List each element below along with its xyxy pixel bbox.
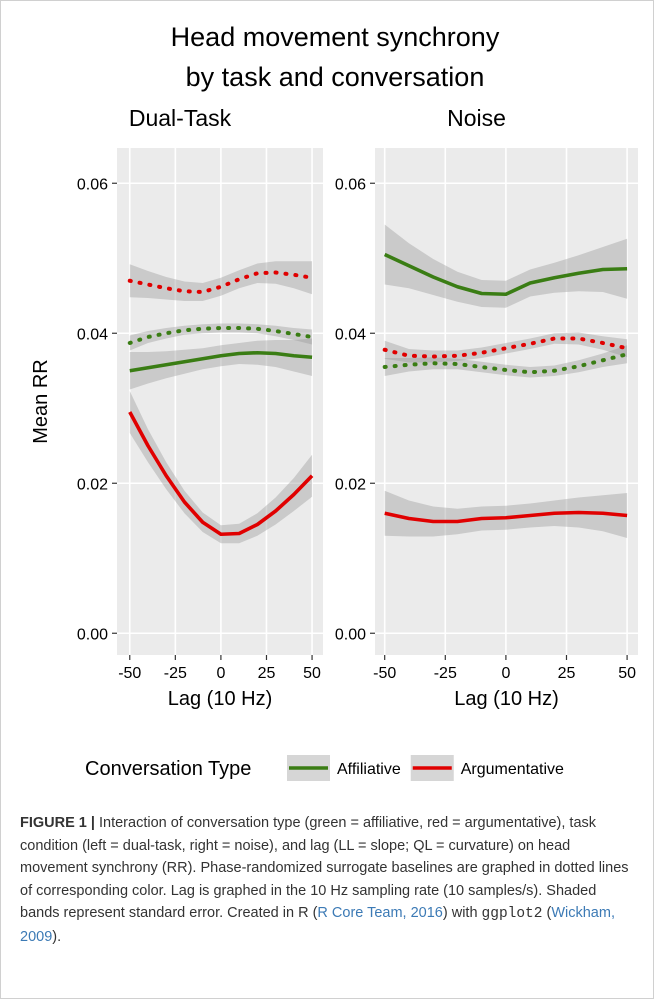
legend-label: Affiliative: [337, 761, 401, 778]
line-series: [384, 510, 628, 524]
line-series: [129, 350, 313, 373]
x-tick-label: 50: [618, 665, 636, 682]
error-band: [129, 338, 313, 390]
line-series: [382, 336, 630, 359]
line-series: [382, 352, 630, 375]
x-tick-label: -50: [373, 665, 396, 682]
y-tick-label: 0.00: [77, 626, 108, 643]
line-series: [383, 252, 628, 297]
error-band: [384, 224, 628, 308]
y-tick-label: 0.06: [335, 176, 366, 193]
x-tick-label: -50: [118, 665, 141, 682]
x-tick-label: -25: [434, 665, 457, 682]
facet-title: Dual-Task: [129, 105, 232, 131]
x-tick-label: 0: [501, 665, 510, 682]
x-axis-label: Lag (10 Hz): [454, 688, 559, 710]
line-series: [128, 411, 314, 537]
y-tick-label: 0.02: [335, 476, 366, 493]
caption-plain: ) with: [442, 905, 482, 921]
caption-link[interactable]: R Core Team, 2016: [317, 905, 443, 921]
caption-plain: Interaction of conversation type (green …: [20, 815, 629, 921]
legend-label: Argumentative: [461, 761, 564, 778]
y-tick-label: 0.04: [77, 326, 108, 343]
line-series: [127, 270, 315, 294]
x-tick-label: 50: [303, 665, 321, 682]
panel-background: [117, 148, 323, 655]
x-tick-label: 25: [258, 665, 276, 682]
caption-bold: FIGURE 1 |: [20, 815, 95, 831]
error-band: [384, 490, 628, 538]
error-band: [129, 391, 313, 544]
chart-title: Head movement synchrony: [171, 22, 500, 52]
caption-link[interactable]: Wickham, 2009: [20, 905, 615, 945]
caption: FIGURE 1 | Interaction of conversation t…: [20, 812, 635, 948]
x-axis-label: Lag (10 Hz): [168, 688, 273, 710]
caption-plain: ).: [52, 928, 62, 945]
y-tick-label: 0.00: [335, 626, 366, 643]
x-tick-label: 25: [558, 665, 576, 682]
y-tick-label: 0.06: [77, 176, 108, 193]
y-tick-label: 0.02: [77, 476, 108, 493]
line-series: [127, 326, 315, 345]
x-tick-label: -25: [164, 665, 187, 682]
legend-title: Conversation Type: [85, 758, 251, 780]
y-axis-label: Mean RR: [30, 359, 52, 443]
chart-title: by task and conversation: [186, 62, 485, 92]
chart: Head movement synchrony by task and conv…: [30, 22, 638, 781]
caption-plain: (: [542, 905, 552, 921]
x-tick-label: 0: [216, 665, 225, 682]
y-tick-label: 0.04: [335, 326, 366, 343]
facet-title: Noise: [447, 105, 506, 131]
caption-code: ggplot2: [481, 906, 543, 922]
